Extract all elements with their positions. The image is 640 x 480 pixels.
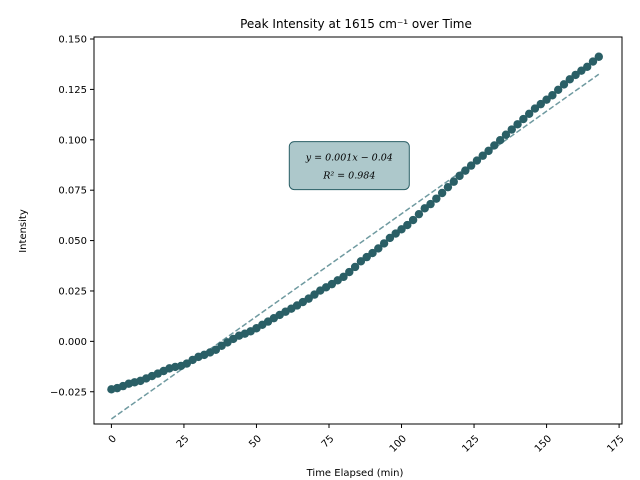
data-point <box>374 244 383 253</box>
y-tick-label: 0.075 <box>58 186 87 197</box>
data-point <box>432 194 441 203</box>
data-point <box>391 229 400 238</box>
data-point <box>495 136 505 145</box>
data-point <box>513 120 522 129</box>
annotation-r-squared: R² = 0.984 <box>322 171 375 182</box>
data-point <box>437 188 447 198</box>
data-point <box>466 161 476 170</box>
data-point <box>507 125 516 134</box>
data-point <box>449 177 458 186</box>
y-tick-label: 0.150 <box>58 35 87 46</box>
data-point <box>542 95 551 104</box>
data-point <box>420 204 429 213</box>
chart-title: Peak Intensity at 1615 cm⁻¹ over Time <box>240 17 472 31</box>
data-point <box>461 166 470 175</box>
data-point <box>408 215 418 225</box>
data-point <box>368 248 377 258</box>
data-point <box>530 104 540 113</box>
data-point <box>524 109 534 118</box>
data-point <box>484 146 493 156</box>
fit-annotation: y = 0.001x − 0.04 R² = 0.984 <box>288 141 410 191</box>
data-point <box>565 75 574 84</box>
data-point <box>559 80 569 89</box>
y-axis-label: Intensity <box>18 209 29 253</box>
data-point <box>345 267 354 277</box>
data-point <box>553 85 563 95</box>
data-point <box>455 171 464 181</box>
x-axis-label: Time Elapsed (min) <box>306 468 404 479</box>
y-tick-label: −0.025 <box>50 387 87 398</box>
data-point <box>443 182 453 192</box>
data-point <box>472 156 482 165</box>
data-point <box>350 262 360 272</box>
y-tick-label: 0.050 <box>58 236 87 247</box>
y-tick-label: 0.125 <box>58 85 87 96</box>
data-point <box>403 220 412 230</box>
data-point <box>385 233 395 243</box>
data-point <box>379 239 389 248</box>
data-point <box>548 91 557 100</box>
y-tick-label: 0.000 <box>58 337 87 348</box>
data-series <box>107 52 603 394</box>
data-point <box>519 114 528 124</box>
y-tick-label: 0.100 <box>58 135 87 146</box>
data-point <box>356 257 366 266</box>
annotation-equation: y = 0.001x − 0.04 <box>305 153 393 164</box>
data-point <box>501 130 511 139</box>
data-point <box>571 70 580 80</box>
data-point <box>588 57 598 66</box>
plot-frame <box>93 36 623 425</box>
data-point <box>490 141 499 150</box>
data-point <box>426 199 435 209</box>
data-point <box>414 209 424 219</box>
data-point <box>478 151 487 160</box>
data-point <box>339 272 348 282</box>
data-point <box>594 52 603 61</box>
data-point <box>582 62 592 72</box>
annotation-box <box>288 141 410 191</box>
data-point <box>536 99 545 109</box>
data-point <box>397 225 406 234</box>
y-tick-label: 0.025 <box>58 286 87 297</box>
